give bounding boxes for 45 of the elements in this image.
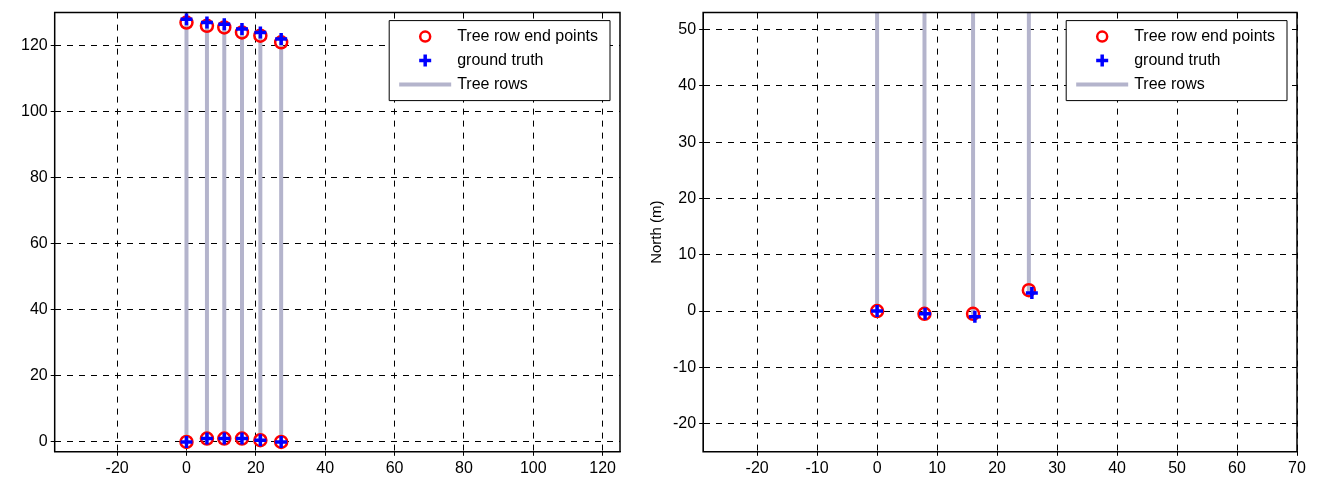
legend-label: ground truth bbox=[457, 51, 544, 69]
y-tick-label: 0 bbox=[38, 432, 48, 450]
legend-label: Tree rows bbox=[457, 75, 528, 93]
point bbox=[216, 16, 233, 32]
x-tick-label: 40 bbox=[1108, 458, 1127, 476]
x-tick-label: 20 bbox=[988, 458, 1007, 476]
point bbox=[273, 31, 289, 47]
x-tick-label: 20 bbox=[246, 458, 265, 476]
point bbox=[234, 21, 250, 37]
x-tick-label: 70 bbox=[1288, 458, 1306, 476]
y-tick-label: 40 bbox=[678, 76, 697, 94]
legend-label: Tree row end points bbox=[1134, 27, 1275, 45]
legend-label: Tree row end points bbox=[457, 27, 598, 45]
y-tick-label: -20 bbox=[673, 414, 697, 432]
x-tick-label: 0 bbox=[872, 458, 882, 476]
y-tick-label: 20 bbox=[29, 366, 48, 384]
x-tick-label: 40 bbox=[316, 458, 335, 476]
x-tick-label: 60 bbox=[385, 458, 404, 476]
x-tick-label: -20 bbox=[745, 458, 769, 476]
x-tick-label: 30 bbox=[1048, 458, 1067, 476]
point bbox=[199, 14, 215, 31]
x-tick-label: 120 bbox=[589, 458, 617, 476]
y-tick-label: 40 bbox=[29, 300, 48, 318]
y-tick-label: 0 bbox=[687, 301, 697, 319]
x-tick-label: 10 bbox=[928, 458, 947, 476]
y-tick-label: 80 bbox=[29, 168, 48, 186]
x-tick-label: 60 bbox=[1228, 458, 1247, 476]
x-tick-label: 50 bbox=[1168, 458, 1187, 476]
y-axis-title: North (m) bbox=[647, 200, 665, 264]
legend-label: ground truth bbox=[1134, 51, 1221, 69]
y-tick-label: 10 bbox=[678, 245, 697, 263]
x-tick-label: -10 bbox=[805, 458, 829, 476]
y-tick-label: -10 bbox=[673, 357, 697, 375]
x-tick-label: 0 bbox=[182, 458, 192, 476]
y-tick-label: 50 bbox=[678, 19, 697, 37]
y-tick-label: 60 bbox=[29, 234, 48, 252]
x-tick-label: -20 bbox=[105, 458, 129, 476]
x-tick-label: 80 bbox=[455, 458, 473, 476]
legend-label: Tree rows bbox=[1134, 75, 1205, 93]
x-tick-label: 100 bbox=[519, 458, 547, 476]
y-tick-label: 120 bbox=[20, 36, 48, 54]
y-tick-label: 30 bbox=[678, 132, 697, 150]
y-tick-label: 100 bbox=[20, 102, 48, 120]
point bbox=[252, 24, 269, 41]
y-tick-label: 20 bbox=[678, 188, 697, 206]
